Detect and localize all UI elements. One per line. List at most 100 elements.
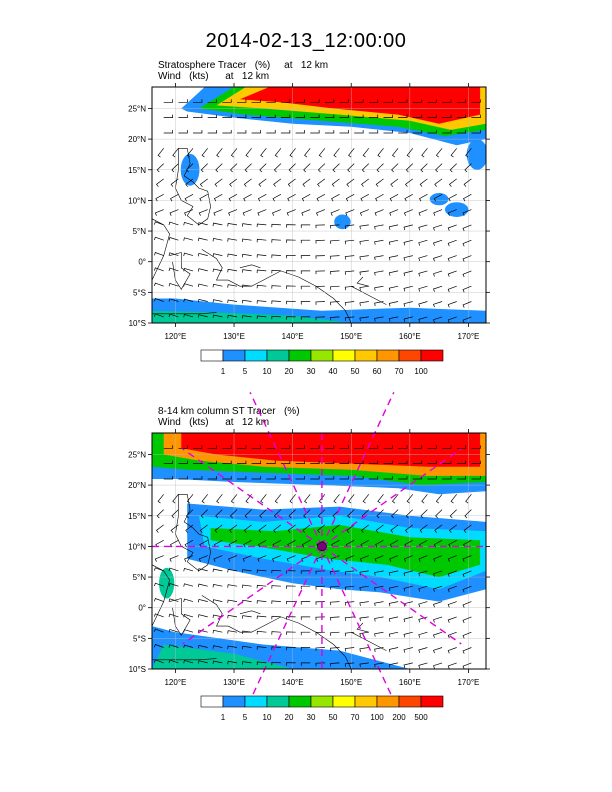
wind-barb	[197, 598, 208, 603]
wind-barb	[376, 509, 384, 519]
wind-barb	[412, 114, 423, 118]
wind-barb	[377, 148, 384, 158]
wind-barb	[447, 616, 457, 623]
wind-barb	[300, 285, 311, 290]
colorbar-swatch	[332, 695, 356, 708]
wind-barb	[178, 99, 188, 103]
wind-barb	[330, 270, 340, 275]
y-tick-label: 5°N	[133, 573, 147, 582]
wind-barb	[359, 301, 369, 306]
wind-barb	[359, 647, 369, 652]
wind-barb	[185, 524, 194, 533]
wind-barb	[317, 163, 326, 173]
wind-barb	[447, 270, 457, 277]
coastline-6	[351, 285, 387, 305]
wind-barb	[389, 539, 399, 548]
wind-barb	[316, 193, 326, 202]
wind-barb	[433, 631, 443, 638]
band-red	[239, 87, 481, 124]
wind-barb	[383, 445, 393, 449]
wind-barb	[300, 316, 311, 320]
wind-barb	[216, 494, 223, 504]
wind-barb	[212, 645, 223, 649]
wind-barb	[237, 460, 247, 464]
wind-barb	[256, 315, 267, 319]
x-tick-label: 120°E	[164, 678, 186, 687]
wind-barb	[465, 494, 472, 504]
wind-barb	[427, 475, 437, 480]
wind-barb	[310, 445, 320, 449]
wind-barb	[450, 148, 457, 158]
wind-barb	[183, 613, 194, 618]
wind-barb	[433, 601, 443, 608]
wind-barb	[237, 114, 247, 118]
wind-barb	[300, 662, 311, 666]
wind-barb	[207, 99, 218, 103]
wind-barb	[200, 509, 208, 519]
wind-barb	[302, 524, 311, 533]
wind-barb	[427, 99, 437, 103]
wind-barb	[228, 193, 238, 202]
wind-barb	[300, 616, 311, 620]
wind-barb	[388, 316, 399, 322]
wind-barb	[154, 298, 164, 302]
y-tick-label: 15°N	[128, 166, 146, 175]
wind-barb	[193, 114, 203, 118]
wind-barb	[185, 178, 194, 187]
wind-barb	[315, 585, 325, 590]
wind-barb	[295, 129, 305, 134]
wind-barb	[344, 301, 355, 306]
wind-barb	[374, 209, 384, 216]
y-tick-label: 5°S	[133, 288, 146, 297]
wind-barb	[280, 460, 291, 464]
guide-diagonal	[321, 545, 462, 645]
wind-barb	[388, 570, 399, 576]
wind-barb	[383, 460, 393, 464]
wind-barb	[433, 585, 443, 592]
wind-barb	[212, 599, 223, 603]
wind-barb	[222, 114, 232, 118]
wind-barb	[418, 647, 428, 654]
y-tick-label: 10°S	[129, 665, 146, 674]
wind-barb	[447, 570, 457, 577]
wind-barb	[405, 163, 414, 173]
wind-barb	[344, 585, 355, 591]
wind-barb	[331, 178, 340, 187]
wind-barb	[449, 509, 457, 519]
wind-barb	[359, 209, 369, 216]
wind-barb	[449, 524, 457, 533]
y-tick-label: 15°N	[128, 512, 146, 521]
colorbar-swatch	[244, 349, 268, 362]
colorbar-swatch	[332, 349, 356, 362]
wind-barb	[390, 524, 399, 533]
guide-diagonal	[182, 448, 323, 547]
wind-barb	[339, 99, 349, 103]
wind-barb	[227, 284, 238, 288]
wind-barb	[230, 163, 238, 173]
wind-barb	[272, 209, 282, 216]
wind-barb	[463, 524, 472, 533]
guide-diagonal	[321, 392, 395, 547]
wind-barb	[256, 584, 267, 589]
wind-barb	[197, 222, 208, 226]
wind-barb	[163, 99, 174, 103]
coastline-1	[151, 218, 170, 281]
wind-barb	[427, 445, 437, 449]
wind-barb	[403, 662, 413, 668]
wind-barb	[433, 224, 443, 231]
wind-barb	[168, 628, 179, 633]
wind-barb	[447, 647, 457, 654]
wind-barb	[315, 616, 325, 621]
wind-barb	[398, 129, 408, 134]
wind-barb	[168, 659, 179, 664]
coastline-6	[351, 631, 387, 651]
y-tick-label: 25°N	[128, 450, 146, 459]
wind-barb	[403, 255, 413, 261]
wind-barb	[197, 583, 208, 588]
x-tick-label: 150°E	[340, 332, 362, 341]
guide-diagonal	[182, 545, 323, 645]
wind-barb	[170, 524, 179, 533]
wind-barb	[418, 285, 428, 292]
coastline-4	[239, 610, 261, 615]
x-tick-label: 160°E	[399, 678, 421, 687]
